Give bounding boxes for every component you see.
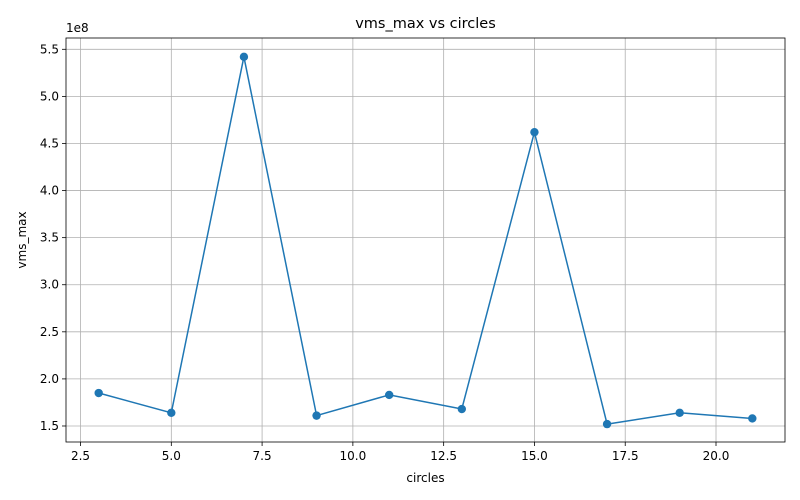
plot-frame — [65, 37, 786, 443]
data-point — [384, 390, 394, 400]
chart-title: vms_max vs circles — [355, 16, 496, 32]
data-point — [239, 52, 249, 62]
y-tick-label: 5.0 — [40, 89, 59, 103]
x-tick-label: 20.0 — [703, 449, 730, 463]
x-tick-label: 7.5 — [253, 449, 272, 463]
x-axis-label: circles — [406, 471, 444, 485]
y-axis-label: vms_max — [15, 211, 29, 268]
y-tick-label: 4.5 — [40, 136, 59, 150]
y-axis: 1.5 2.0 2.5 3.0 3.5 4.0 4.5 5.0 5.5 — [40, 42, 66, 433]
data-point — [312, 411, 321, 420]
series — [94, 52, 757, 429]
series-line — [98, 56, 753, 425]
x-tick-label: 2.5 — [71, 449, 90, 463]
y-tick-label: 2.5 — [40, 325, 59, 339]
x-tick-label: 10.0 — [340, 449, 367, 463]
grid — [66, 38, 785, 442]
data-point — [675, 408, 684, 418]
x-tick-label: 17.5 — [612, 449, 639, 463]
data-point — [602, 419, 612, 429]
data-point — [94, 388, 103, 398]
x-tick-label: 12.5 — [430, 449, 457, 463]
data-point — [167, 408, 176, 418]
x-tick-label: 15.0 — [521, 449, 548, 463]
x-tick-label: 5.0 — [162, 449, 181, 463]
x-axis: 2.5 5.0 7.5 10.0 12.5 15.0 17.5 20.0 — [71, 442, 729, 463]
y-tick-label: 1.5 — [40, 419, 59, 433]
y-tick-label: 4.0 — [40, 184, 59, 198]
y-tick-label: 3.5 — [40, 231, 59, 245]
y-tick-label: 3.0 — [40, 278, 59, 292]
y-tick-label: 2.0 — [40, 372, 59, 386]
data-point — [748, 414, 757, 423]
data-point — [530, 127, 539, 137]
data-point — [457, 404, 467, 414]
y-offset-label: 1e8 — [66, 21, 89, 35]
y-tick-label: 5.5 — [40, 42, 59, 56]
